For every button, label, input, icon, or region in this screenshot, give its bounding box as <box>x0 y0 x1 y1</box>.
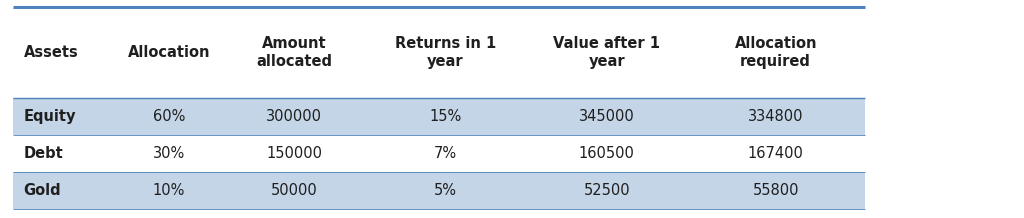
Text: Equity: Equity <box>24 109 76 124</box>
Text: 334800: 334800 <box>748 109 804 124</box>
Text: Allocation: Allocation <box>128 45 210 60</box>
Bar <box>13 98 865 135</box>
Text: 50000: 50000 <box>271 183 317 198</box>
Text: 7%: 7% <box>434 146 457 161</box>
Bar <box>13 135 865 172</box>
Text: 10%: 10% <box>153 183 185 198</box>
Text: 5%: 5% <box>434 183 457 198</box>
Bar <box>13 209 865 218</box>
Text: Allocation
required: Allocation required <box>734 36 817 69</box>
Text: 55800: 55800 <box>753 183 799 198</box>
Text: 300000: 300000 <box>266 109 323 124</box>
Bar <box>13 7 865 98</box>
Text: 60%: 60% <box>153 109 185 124</box>
Text: Assets: Assets <box>24 45 78 60</box>
Text: 15%: 15% <box>429 109 462 124</box>
Text: 160500: 160500 <box>579 146 635 161</box>
Text: 30%: 30% <box>153 146 185 161</box>
Bar <box>13 172 865 209</box>
Text: Gold: Gold <box>24 183 61 198</box>
Text: 52500: 52500 <box>584 183 630 198</box>
Text: Value after 1
year: Value after 1 year <box>553 36 660 69</box>
Text: Amount
allocated: Amount allocated <box>256 36 333 69</box>
Text: 150000: 150000 <box>266 146 323 161</box>
Text: 345000: 345000 <box>579 109 635 124</box>
Text: Returns in 1
year: Returns in 1 year <box>395 36 496 69</box>
Text: 167400: 167400 <box>748 146 804 161</box>
Text: Debt: Debt <box>24 146 63 161</box>
